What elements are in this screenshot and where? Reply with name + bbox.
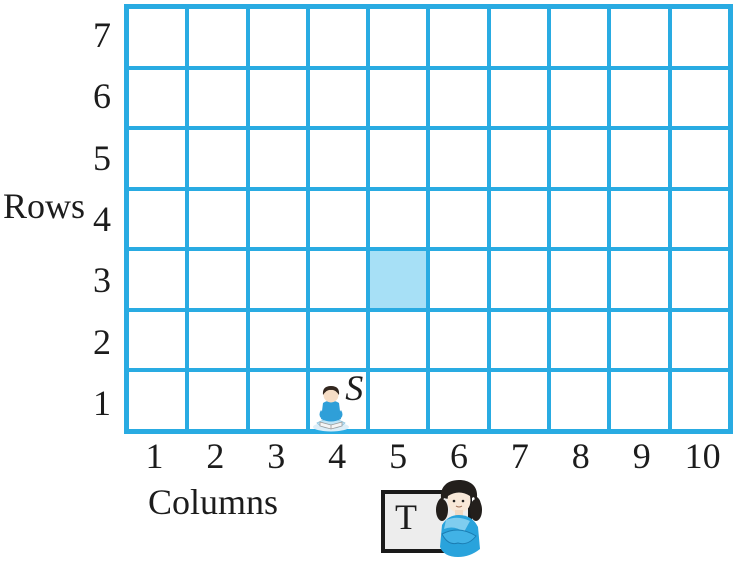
- grid-cell-col9-row5: [611, 130, 668, 187]
- grid-cell-col6-row4: [430, 190, 487, 248]
- column-label-9: 9: [632, 436, 651, 476]
- grid-cell-col3-row4: [249, 190, 306, 248]
- grid-cell-col8-row4: [551, 190, 608, 248]
- grid-cell-col1-row1: [129, 372, 186, 429]
- grid-cell-col4-row2: [309, 311, 367, 369]
- column-labels: 1 2 3 4 5 6 7 8 9 10: [124, 436, 733, 474]
- grid-cell-col2-row6: [189, 69, 246, 127]
- grid-cell-col6-row6: [430, 69, 487, 127]
- grid-cell-col8-row7: [551, 9, 608, 66]
- grid-cell-col10-row3: [671, 251, 728, 308]
- grid-cell-col4-row7: [309, 9, 367, 66]
- grid-cell-col5-row7: [370, 9, 427, 66]
- grid-cell-col3-row3: [249, 251, 306, 308]
- grid-cell-col5-row2: [370, 311, 427, 369]
- columns-axis-label: Columns: [148, 482, 279, 522]
- row-label-5: 5: [93, 137, 111, 178]
- column-label-8: 8: [571, 436, 590, 476]
- grid-cell-col6-row5: [430, 130, 487, 187]
- column-label-1: 1: [145, 436, 164, 476]
- row-label-6: 6: [93, 76, 111, 117]
- grid-cell-col4-row4: [309, 190, 367, 248]
- grid-cell-col5-row5: [370, 130, 427, 187]
- grid-cell-col10-row1: [671, 372, 728, 429]
- grid-cell-col4-row6: [309, 69, 367, 127]
- grid-cell-col2-row5: [189, 130, 246, 187]
- shaded-cell: [370, 251, 427, 308]
- grid-cell-col2-row2: [189, 311, 246, 369]
- grid-cell-col1-row5: [129, 130, 186, 187]
- row-label-4: 4: [93, 198, 111, 239]
- grid-cell-col8-row6: [551, 69, 608, 127]
- grid-cell-col3-row1: [249, 372, 306, 429]
- grid-cell-col2-row7: [189, 9, 246, 66]
- grid-cell-col6-row3: [430, 251, 487, 308]
- student-label: S: [345, 368, 364, 409]
- column-label-4: 4: [328, 436, 347, 476]
- grid-cell-col10-row5: [671, 130, 728, 187]
- grid-cell-col3-row7: [249, 9, 306, 66]
- grid-cell-col5-row4: [370, 190, 427, 248]
- grid-cell-col3-row5: [249, 130, 306, 187]
- column-label-10: 10: [684, 436, 721, 476]
- column-label-6: 6: [449, 436, 468, 476]
- rows-axis-label: Rows: [3, 186, 86, 226]
- grid-cell-col8-row2: [551, 311, 608, 369]
- grid-cell-col9-row3: [611, 251, 668, 308]
- grid-cell-col3-row2: [249, 311, 306, 369]
- grid-cell-col7-row2: [490, 311, 548, 369]
- grid-cell-col9-row2: [611, 311, 668, 369]
- row-label-3: 3: [93, 260, 111, 301]
- row-labels: 7 6 5 4 3 2 1: [70, 4, 118, 434]
- column-label-7: 7: [510, 436, 529, 476]
- grid-cell-col4-row3: [309, 251, 367, 308]
- teacher-marker: T: [381, 477, 493, 562]
- grid-cell-col10-row4: [671, 190, 728, 248]
- column-label-3: 3: [267, 436, 286, 476]
- grid-cell-col1-row4: [129, 190, 186, 248]
- child-reading-icon: [312, 386, 349, 432]
- grid-cell-col9-row1: [611, 372, 668, 429]
- grid-cell-col1-row2: [129, 311, 186, 369]
- grid-cell-col10-row2: [671, 311, 728, 369]
- grid: S: [124, 4, 733, 434]
- teacher-label: T: [395, 497, 417, 537]
- grid-cell-col7-row7: [490, 9, 548, 66]
- grid-cell-col8-row5: [551, 130, 608, 187]
- grid-cell-col1-row6: [129, 69, 186, 127]
- grid-cell-col2-row3: [189, 251, 246, 308]
- grid-cell-col7-row4: [490, 190, 548, 248]
- grid-cell-col9-row6: [611, 69, 668, 127]
- grid-cell-col9-row7: [611, 9, 668, 66]
- grid-cell-col10-row6: [671, 69, 728, 127]
- teacher-icon: [436, 480, 482, 557]
- grid-cell-col2-row4: [189, 190, 246, 248]
- grid-cell-col3-row6: [249, 69, 306, 127]
- grid-cell-col6-row1: [430, 372, 487, 429]
- grid-cell-col7-row3: [490, 251, 548, 308]
- grid-cell-col5-row6: [370, 69, 427, 127]
- grid-cell-col5-row1: [370, 372, 427, 429]
- column-label-2: 2: [206, 436, 225, 476]
- grid-cell-col9-row4: [611, 190, 668, 248]
- row-label-1: 1: [93, 383, 111, 424]
- row-label-7: 7: [93, 14, 111, 55]
- grid-cell-col8-row3: [551, 251, 608, 308]
- row-label-2: 2: [93, 321, 111, 362]
- grid-cell-col7-row5: [490, 130, 548, 187]
- grid-cell-col6-row2: [430, 311, 487, 369]
- grid-cell-col4-row1: S: [309, 368, 367, 432]
- grid-cell-col2-row1: [189, 372, 246, 429]
- grid-cell-col7-row6: [490, 69, 548, 127]
- grid-cell-col8-row1: [551, 372, 608, 429]
- grid-cell-col4-row5: [309, 130, 367, 187]
- student-marker: S: [310, 368, 366, 432]
- grid-cell-col1-row7: [129, 9, 186, 66]
- column-label-5: 5: [389, 436, 408, 476]
- grid-cell-col7-row1: [490, 372, 548, 429]
- grid-cell-col1-row3: [129, 251, 186, 308]
- grid-cell-col6-row7: [430, 9, 487, 66]
- grid-cell-col10-row7: [671, 9, 728, 66]
